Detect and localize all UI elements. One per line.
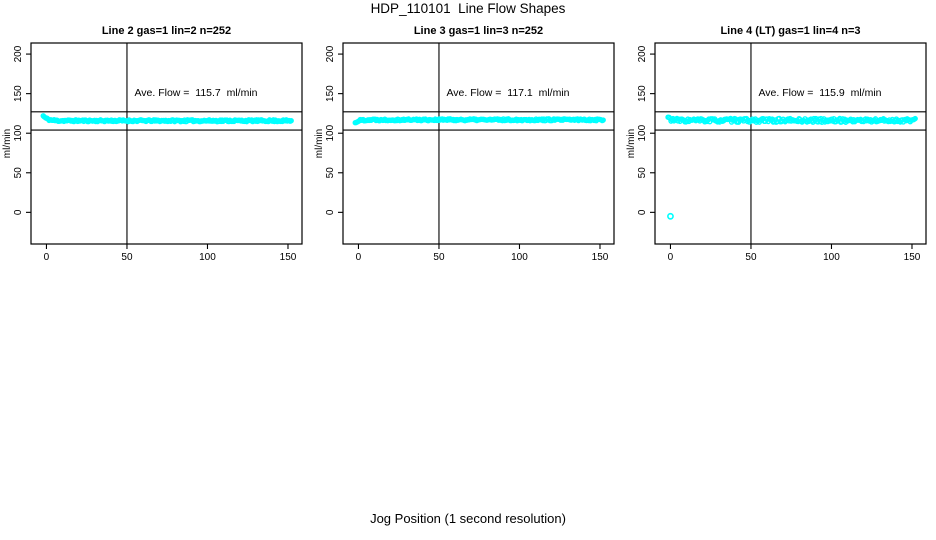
ave-flow-annotation-line2: Ave. Flow = 115.7 ml/min xyxy=(134,87,258,99)
y-tick-label: 50 xyxy=(637,167,648,179)
y-tick-label: 100 xyxy=(637,124,648,141)
y-tick-label: 0 xyxy=(13,209,24,215)
x-tick-label: 50 xyxy=(121,252,133,263)
panel-plot: 0 50 100 150 0 50 100 150 200 ml/min xyxy=(314,42,615,263)
panel-title-line4: Line 4 (LT) gas=1 lin=4 n=3 xyxy=(720,25,861,37)
x-tick-label: 0 xyxy=(356,252,362,263)
y-tick-label: 150 xyxy=(637,85,648,102)
plot-box xyxy=(342,42,615,245)
y-tick-label: 200 xyxy=(637,45,648,62)
x-tick-label: 100 xyxy=(823,252,840,263)
series-points xyxy=(40,113,294,125)
x-tick-label: 150 xyxy=(904,252,921,263)
panel-plot: 0 50 100 150 0 50 100 150 200 ml/min xyxy=(2,42,303,263)
y-tick-label: 0 xyxy=(325,209,336,215)
x-tick-label: 100 xyxy=(511,252,528,263)
x-tick-label: 150 xyxy=(592,252,609,263)
x-tick-label: 0 xyxy=(44,252,50,263)
x-tick-label: 0 xyxy=(668,252,674,263)
y-tick-label: 150 xyxy=(325,85,336,102)
series-points xyxy=(352,116,606,126)
y-tick-label: 200 xyxy=(325,45,336,62)
y-tick-label: 100 xyxy=(325,124,336,141)
x-tick-label: 100 xyxy=(199,252,216,263)
series-points xyxy=(665,114,918,125)
x-tick-label: 50 xyxy=(745,252,757,263)
x-tick-label: 50 xyxy=(433,252,445,263)
ave-flow-annotation-line3: Ave. Flow = 117.1 ml/min xyxy=(446,87,570,99)
panel-title-line3: Line 3 gas=1 lin=3 n=252 xyxy=(413,25,544,37)
y-axis-label: ml/min xyxy=(314,129,325,158)
panel-title-line2: Line 2 gas=1 lin=2 n=252 xyxy=(101,25,232,37)
panel-plot: 0 50 100 150 0 50 100 150 200 ml/min xyxy=(626,42,927,263)
y-tick-label: 50 xyxy=(13,167,24,179)
y-tick-label: 150 xyxy=(13,85,24,102)
y-tick-label: 50 xyxy=(325,167,336,179)
ave-flow-annotation-line4: Ave. Flow = 115.9 ml/min xyxy=(758,87,882,99)
x-axis-label: Jog Position (1 second resolution) xyxy=(370,511,566,526)
y-tick-label: 0 xyxy=(637,209,648,215)
y-axis-label: ml/min xyxy=(2,129,13,158)
plot-box xyxy=(654,42,927,245)
figure-title: HDP_110101 Line Flow Shapes xyxy=(370,1,566,16)
data-point-outlier xyxy=(667,212,674,220)
y-tick-label: 100 xyxy=(13,124,24,141)
y-tick-label: 200 xyxy=(13,45,24,62)
y-axis-label: ml/min xyxy=(626,129,637,158)
x-tick-label: 150 xyxy=(280,252,297,263)
plot-box xyxy=(30,42,303,245)
